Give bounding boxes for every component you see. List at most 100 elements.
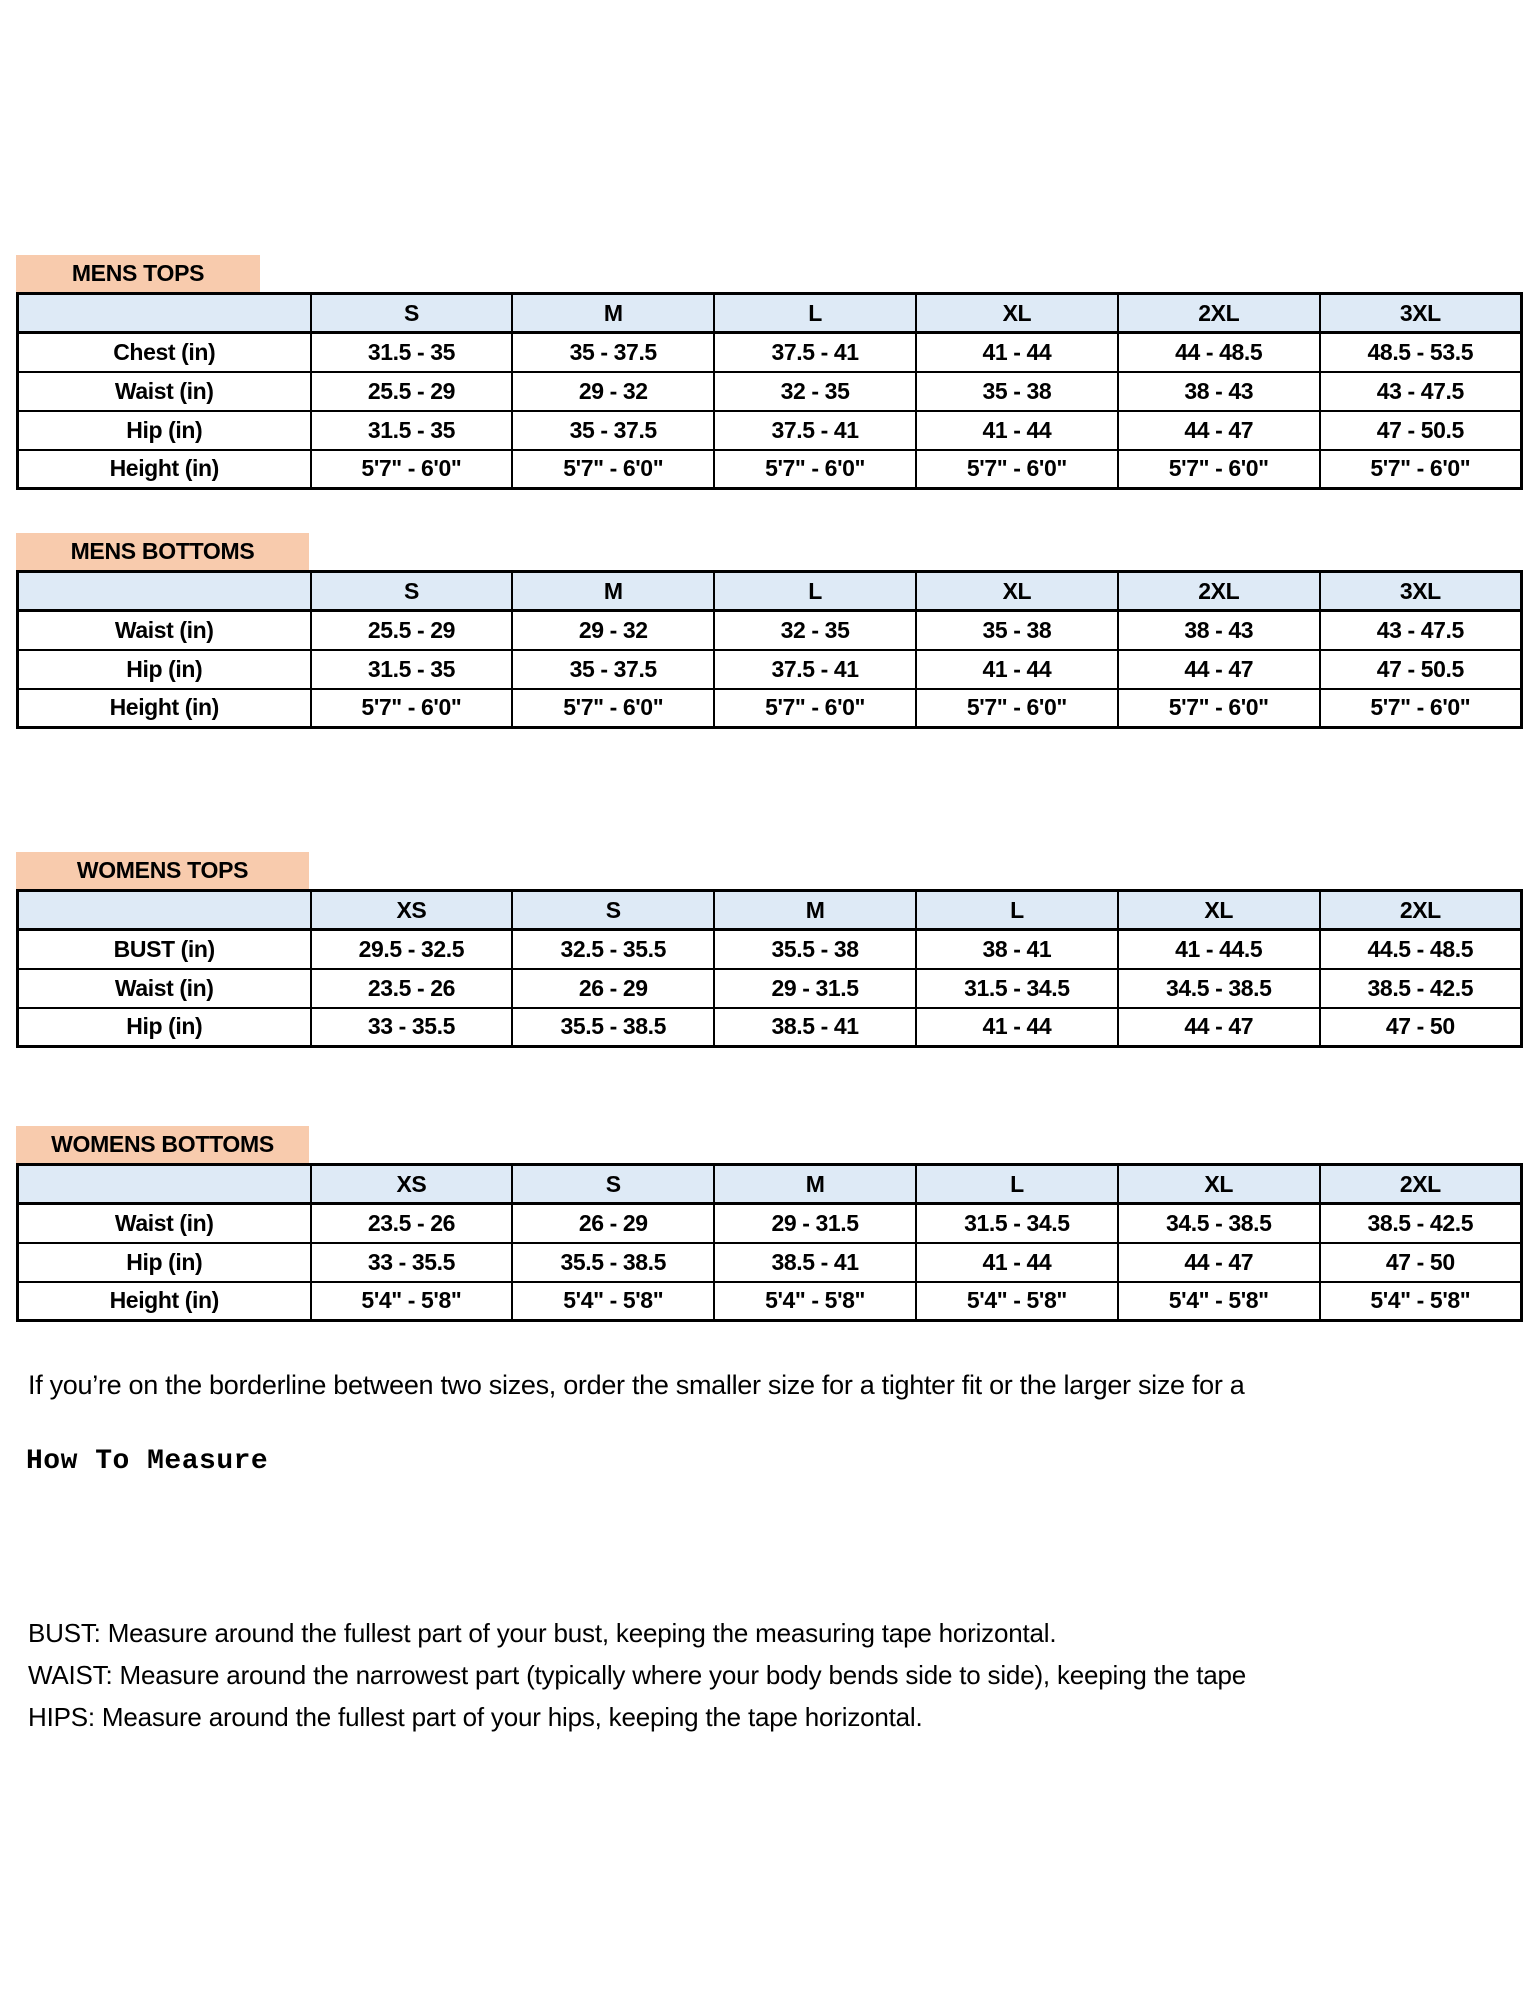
size-table-mens-tops: S M L XL 2XL 3XL Chest (in) 31.5 - 35 35 - 37.5 3… — [16, 292, 1523, 490]
size-range-cell: 5'7" - 6'0" — [713, 687, 917, 729]
size-column-header-xs: XS — [309, 1163, 514, 1205]
corner-cell — [16, 889, 312, 931]
size-range-cell: 5'4" - 5'8" — [511, 1280, 716, 1322]
size-range-cell: 43 - 47.5 — [1318, 370, 1523, 412]
row-label: Waist (in) — [16, 609, 312, 651]
table-title-womens-bottoms: WOMENS BOTTOMS — [16, 1126, 309, 1163]
size-column-header-3xl: 3XL — [1318, 570, 1523, 612]
size-column-header-l: L — [713, 570, 917, 612]
size-range-cell: 5'7" - 6'0" — [309, 448, 514, 490]
size-range-cell: 33 - 35.5 — [309, 1241, 514, 1283]
size-range-cell: 5'7" - 6'0" — [1318, 448, 1523, 490]
size-range-cell: 5'7" - 6'0" — [309, 687, 514, 729]
size-column-header-l: L — [914, 1163, 1119, 1205]
size-range-cell: 38 - 41 — [914, 928, 1119, 970]
size-range-cell: 35 - 37.5 — [511, 409, 716, 451]
size-range-cell: 41 - 44 — [914, 409, 1119, 451]
table-row: Height (in) 5'7" - 6'0" 5'7" - 6'0" 5'7" - … — [16, 687, 1523, 729]
table-row: Waist (in) 23.5 - 26 26 - 29 29 - 31.5 31.5 … — [16, 1202, 1523, 1244]
size-range-cell: 5'4" - 5'8" — [1116, 1280, 1321, 1322]
how-to-measure-heading: How To Measure — [26, 1446, 269, 1477]
row-label: Hip (in) — [16, 1241, 312, 1283]
size-range-cell: 31.5 - 34.5 — [914, 967, 1119, 1009]
size-header-row: XS S M L XL 2XL — [16, 1163, 1523, 1205]
size-tables-container: MENS TOPS S M L XL 2XL 3XL Chest (in) 31.5 - 35 3… — [0, 255, 1530, 1322]
size-range-cell: 35.5 - 38 — [713, 928, 917, 970]
size-table-section-mens-tops: MENS TOPS S M L XL 2XL 3XL Chest (in) 31.5 - 35 3… — [0, 255, 1530, 490]
size-column-header-m: M — [713, 889, 917, 931]
size-range-cell: 5'4" - 5'8" — [914, 1280, 1119, 1322]
size-table-section-womens-bottoms: WOMENS BOTTOMS XS S M L XL 2XL Waist (in) 23.5 -… — [0, 1126, 1530, 1322]
size-range-cell: 29 - 31.5 — [713, 1202, 917, 1244]
size-range-cell: 44 - 47 — [1116, 409, 1321, 451]
table-title-mens-tops: MENS TOPS — [16, 255, 260, 292]
size-column-header-s: S — [511, 1163, 716, 1205]
size-range-cell: 26 - 29 — [511, 1202, 716, 1244]
size-range-cell: 35 - 37.5 — [511, 331, 716, 373]
size-range-cell: 47 - 50.5 — [1318, 648, 1523, 690]
size-column-header-2xl: 2XL — [1318, 889, 1523, 931]
size-range-cell: 47 - 50 — [1318, 1241, 1523, 1283]
row-label: Chest (in) — [16, 331, 312, 373]
row-label: Height (in) — [16, 448, 312, 490]
size-column-header-xs: XS — [309, 889, 514, 931]
size-range-cell: 41 - 44 — [914, 648, 1119, 690]
size-column-header-xl: XL — [1116, 1163, 1321, 1205]
size-table-womens-tops: XS S M L XL 2XL BUST (in) 29.5 - 32.5 32.5 - 35.… — [16, 889, 1523, 1048]
size-range-cell: 5'7" - 6'0" — [1318, 687, 1523, 729]
table-row: Hip (in) 33 - 35.5 35.5 - 38.5 38.5 - 41 41 … — [16, 1006, 1523, 1048]
size-column-header-s: S — [309, 570, 514, 612]
row-label: Hip (in) — [16, 409, 312, 451]
corner-cell — [16, 570, 312, 612]
size-range-cell: 37.5 - 41 — [713, 331, 917, 373]
size-column-header-xl: XL — [1116, 889, 1321, 931]
size-range-cell: 32 - 35 — [713, 609, 917, 651]
size-range-cell: 26 - 29 — [511, 967, 716, 1009]
waist-instruction-text: WAIST: Measure around the narrowest part… — [28, 1660, 1247, 1690]
fit-note-text: If you’re on the borderline between two … — [28, 1370, 1245, 1400]
size-range-cell: 5'7" - 6'0" — [1116, 687, 1321, 729]
size-table-womens-bottoms: XS S M L XL 2XL Waist (in) 23.5 - 26 26 - 29 29 -… — [16, 1163, 1523, 1322]
size-column-header-l: L — [914, 889, 1119, 931]
size-column-header-xl: XL — [914, 292, 1119, 334]
size-column-header-2xl: 2XL — [1318, 1163, 1523, 1205]
corner-cell — [16, 292, 312, 334]
size-header-row: S M L XL 2XL 3XL — [16, 292, 1523, 334]
size-range-cell: 33 - 35.5 — [309, 1006, 514, 1048]
size-column-header-m: M — [511, 570, 716, 612]
size-range-cell: 35 - 38 — [914, 370, 1119, 412]
size-table-mens-bottoms: S M L XL 2XL 3XL Waist (in) 25.5 - 29 29 - 32 32 … — [16, 570, 1523, 729]
size-range-cell: 44 - 47 — [1116, 1241, 1321, 1283]
size-range-cell: 43 - 47.5 — [1318, 609, 1523, 651]
measure-instructions: BUST: Measure around the fullest part of… — [28, 1612, 1530, 1738]
row-label: Waist (in) — [16, 967, 312, 1009]
table-row: Waist (in) 25.5 - 29 29 - 32 32 - 35 35 - 38… — [16, 609, 1523, 651]
size-range-cell: 5'7" - 6'0" — [713, 448, 917, 490]
row-label: Waist (in) — [16, 370, 312, 412]
table-row: Waist (in) 23.5 - 26 26 - 29 29 - 31.5 31.5 … — [16, 967, 1523, 1009]
size-column-header-m: M — [511, 292, 716, 334]
hips-instruction-text: HIPS: Measure around the fullest part of… — [28, 1702, 923, 1732]
size-range-cell: 38 - 43 — [1116, 609, 1321, 651]
size-range-cell: 5'7" - 6'0" — [914, 448, 1119, 490]
size-range-cell: 34.5 - 38.5 — [1116, 967, 1321, 1009]
size-range-cell: 44 - 47 — [1116, 1006, 1321, 1048]
size-range-cell: 44 - 47 — [1116, 648, 1321, 690]
table-row: Chest (in) 31.5 - 35 35 - 37.5 37.5 - 41 41 … — [16, 331, 1523, 373]
size-column-header-m: M — [713, 1163, 917, 1205]
row-label: BUST (in) — [16, 928, 312, 970]
size-range-cell: 25.5 - 29 — [309, 609, 514, 651]
size-range-cell: 44 - 48.5 — [1116, 331, 1321, 373]
row-label: Height (in) — [16, 687, 312, 729]
size-range-cell: 31.5 - 35 — [309, 648, 514, 690]
size-column-header-2xl: 2XL — [1116, 292, 1321, 334]
bust-instruction-text: BUST: Measure around the fullest part of… — [28, 1618, 1057, 1648]
size-range-cell: 41 - 44 — [914, 1241, 1119, 1283]
size-range-cell: 25.5 - 29 — [309, 370, 514, 412]
size-range-cell: 31.5 - 34.5 — [914, 1202, 1119, 1244]
size-column-header-xl: XL — [914, 570, 1119, 612]
size-table-section-womens-tops: WOMENS TOPS XS S M L XL 2XL BUST (in) 29.5 - 32.… — [0, 852, 1530, 1048]
size-range-cell: 5'7" - 6'0" — [914, 687, 1119, 729]
size-range-cell: 47 - 50.5 — [1318, 409, 1523, 451]
